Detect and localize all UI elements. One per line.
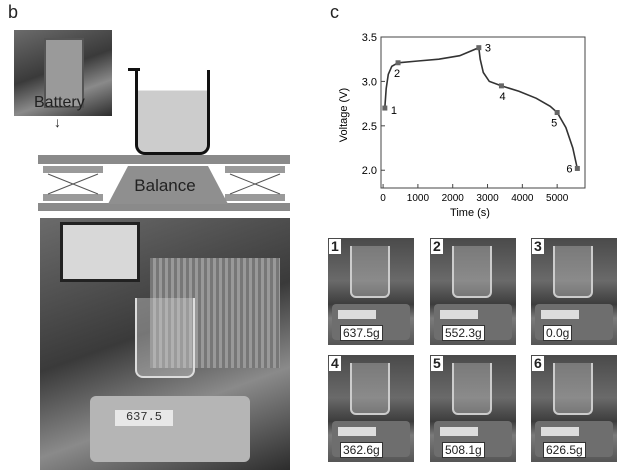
beaker — [135, 70, 210, 155]
balance-display — [338, 427, 376, 436]
lab-setup-photo: 637.5 — [40, 218, 290, 470]
snapshot-photo-1: 1 637.5g — [328, 238, 414, 345]
panel-label-b: b — [8, 2, 19, 22]
beaker — [452, 363, 492, 415]
arrow-down-icon: ↓ — [54, 114, 61, 130]
battery-label: Battery — [34, 94, 85, 111]
snapshot-mass: 0.0g — [543, 325, 573, 341]
balance-display — [440, 427, 478, 436]
beaker — [553, 363, 593, 415]
data-point-marker — [498, 83, 504, 89]
snapshot-number: 1 — [329, 238, 341, 254]
x-tick-label: 2000 — [442, 193, 465, 204]
y-tick-label: 3.0 — [362, 76, 377, 88]
beaker — [452, 246, 492, 298]
x-tick-label: 1000 — [407, 193, 430, 204]
snapshot-number: 4 — [329, 355, 341, 371]
x-tick-label: 3000 — [476, 193, 499, 204]
panel-label-c: c — [330, 2, 339, 22]
balance-display — [541, 427, 579, 436]
data-point-marker — [574, 165, 580, 171]
data-point-label: 6 — [566, 163, 572, 175]
snapshot-mass: 508.1g — [442, 442, 485, 458]
beaker — [350, 246, 390, 298]
beaker — [553, 246, 593, 298]
base — [38, 203, 290, 211]
snapshot-number: 6 — [532, 355, 544, 371]
pouch-battery — [44, 38, 84, 108]
snapshot-photo-4: 4 362.6g — [328, 355, 414, 462]
y-axis-label: Voltage (V) — [338, 88, 350, 142]
snapshot-number: 3 — [532, 238, 544, 254]
snapshot-number: 2 — [431, 238, 443, 254]
schematic: Battery ↓ Balance — [0, 0, 300, 215]
x-tick-label: 4000 — [511, 193, 534, 204]
snapshot-number: 5 — [431, 355, 443, 371]
balance-display — [440, 310, 478, 319]
voltage-chart: 0 1000 2000 3000 4000 5000 2.0 2.5 3.0 3.5 1 2 3 4 5 6… — [338, 32, 586, 219]
snapshot-photo-6: 6 626.5g — [531, 355, 617, 462]
snapshot-mass: 362.6g — [340, 442, 383, 458]
support-stands — [43, 166, 285, 204]
balance-display — [541, 310, 579, 319]
snapshot-photo-2: 2 552.3g — [430, 238, 516, 345]
snapshot-photo-5: 5 508.1g — [430, 355, 516, 462]
balance: 637.5 — [90, 396, 250, 462]
beaker — [135, 298, 195, 378]
data-point-marker — [554, 110, 560, 115]
y-tick-label: 3.5 — [362, 32, 377, 44]
x-tick-label: 0 — [380, 193, 386, 204]
data-point-label: 4 — [499, 91, 505, 103]
data-point-label: 1 — [391, 105, 397, 117]
plot-frame — [380, 36, 586, 189]
balance-display: 637.5 — [115, 410, 173, 426]
instrument — [150, 258, 280, 368]
y-tick-label: 2.0 — [362, 165, 377, 177]
battery-hands-photo — [14, 30, 112, 116]
monitor — [60, 222, 140, 282]
x-axis-label: Time (s) — [450, 207, 490, 219]
snapshot-mass: 637.5g — [340, 325, 383, 341]
data-point-label: 2 — [394, 68, 400, 80]
voltage-curve — [384, 46, 579, 169]
data-point-marker — [476, 45, 482, 51]
plate — [38, 155, 290, 164]
snapshot-mass: 626.5g — [543, 442, 586, 458]
data-point-marker — [382, 105, 388, 111]
beaker — [350, 363, 390, 415]
x-tick-label: 5000 — [546, 193, 569, 204]
data-point-marker — [395, 60, 401, 66]
data-point-label: 5 — [551, 118, 557, 130]
beaker-spout — [128, 68, 140, 71]
snapshot-photo-3: 3 0.0g — [531, 238, 617, 345]
data-point-label: 3 — [485, 43, 491, 55]
balance-label: Balance — [134, 176, 196, 195]
balance-display — [338, 310, 376, 319]
y-tick-label: 2.5 — [362, 121, 377, 133]
snapshot-mass: 552.3g — [442, 325, 485, 341]
